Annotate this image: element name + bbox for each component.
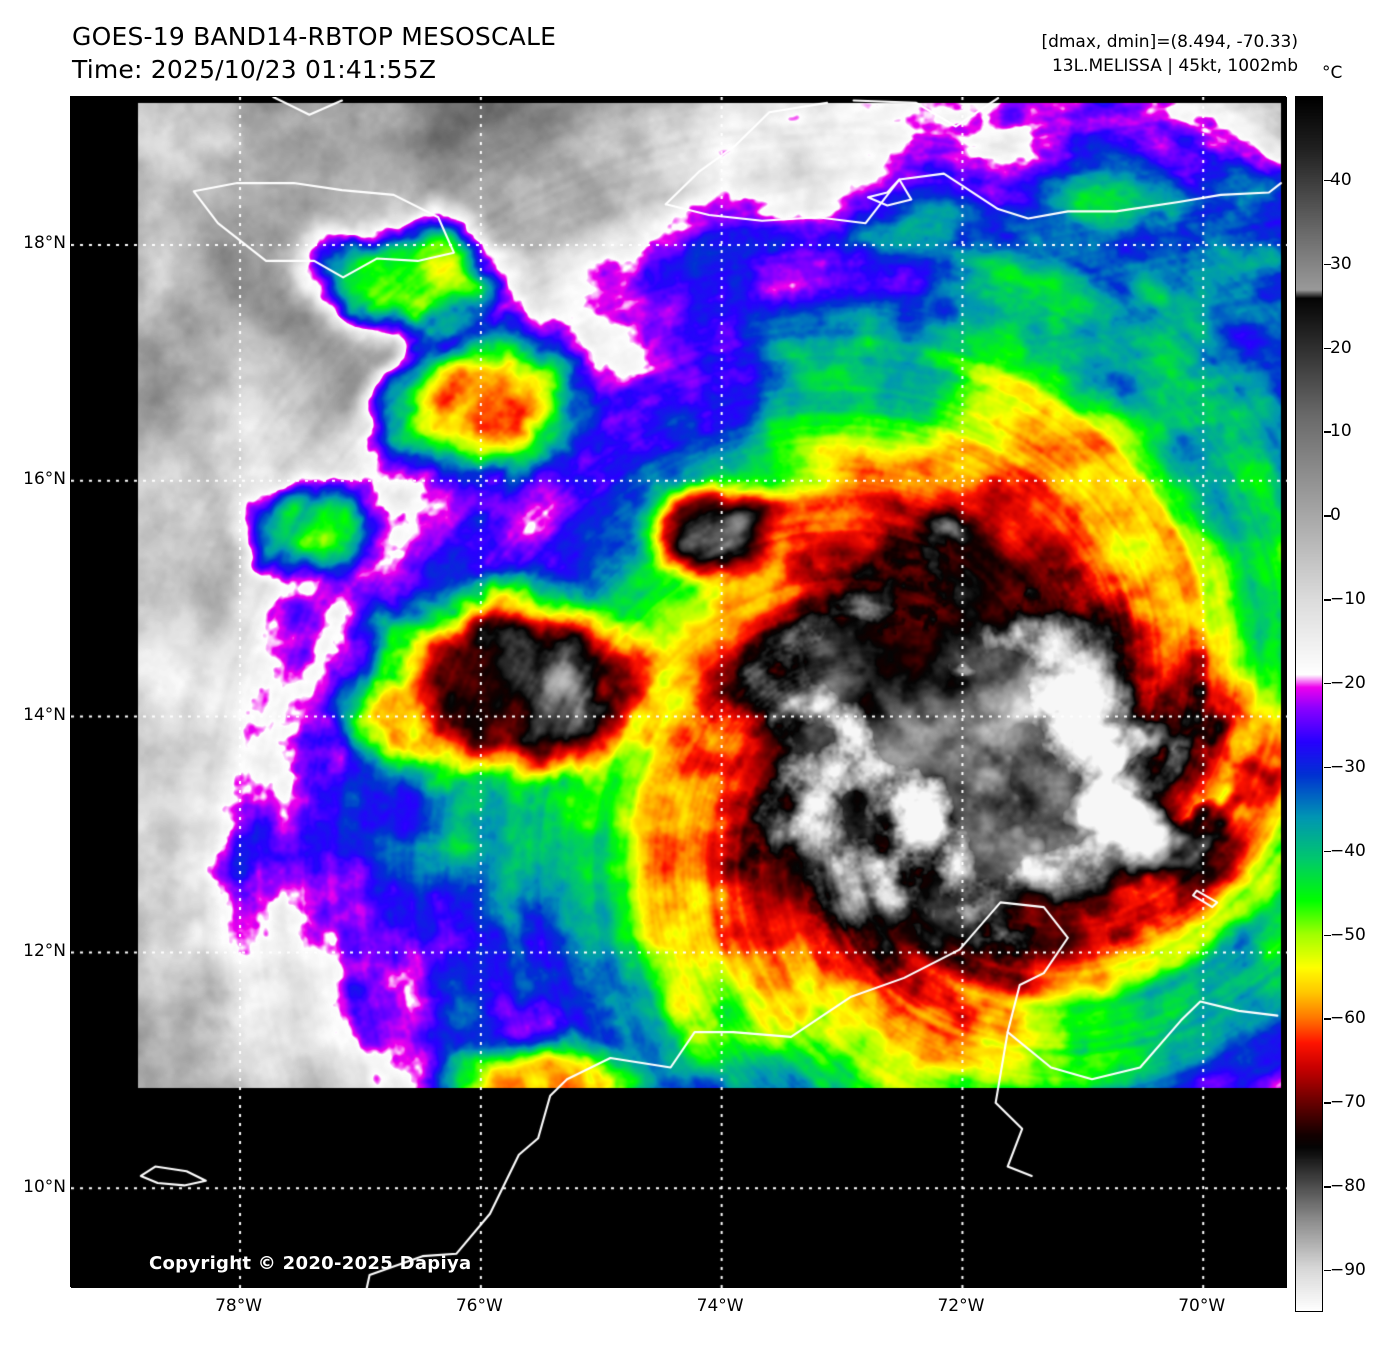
colorbar-tick-label-12: −80	[1330, 1176, 1366, 1197]
lat-tick-label-0: 18°N	[23, 233, 66, 254]
dmax-dmin-readout: [dmax, dmin]=(8.494, -70.33)	[1041, 32, 1298, 52]
lon-tick-label-2: 74°W	[696, 1296, 744, 1316]
colorbar-tick-6	[1324, 683, 1331, 685]
colorbar-tick-label-3: 10	[1330, 421, 1352, 442]
colorbar-tick-label-7: −30	[1330, 756, 1366, 777]
lon-tick-label-0: 78°W	[215, 1296, 263, 1316]
colorbar-tick-label-9: −50	[1330, 924, 1366, 945]
colorbar-tick-13	[1324, 1270, 1331, 1272]
storm-info-readout: 13L.MELISSA | 45kt, 1002mb	[1051, 56, 1298, 76]
colorbar-tick-11	[1324, 1102, 1331, 1104]
colorbar-tick-12	[1324, 1186, 1331, 1188]
colorbar-tick-5	[1324, 599, 1331, 601]
lon-tick-label-4: 70°W	[1178, 1296, 1226, 1316]
lat-tick-label-1: 16°N	[23, 469, 66, 490]
colorbar-tick-label-0: 40	[1330, 169, 1352, 190]
lat-tick-label-4: 10°N	[23, 1176, 66, 1197]
colorbar-tick-2	[1324, 347, 1331, 349]
lon-tick-label-1: 76°W	[455, 1296, 503, 1316]
colorbar-tick-0	[1324, 179, 1331, 182]
colorbar-tick-label-13: −90	[1330, 1260, 1366, 1281]
colorbar-tick-7	[1324, 766, 1331, 769]
colorbar-tick-label-8: −40	[1330, 840, 1366, 861]
colorbar-tick-label-6: −20	[1330, 673, 1366, 694]
colorbar-tick-label-10: −60	[1330, 1008, 1366, 1029]
colorbar-tick-label-1: 30	[1330, 253, 1352, 274]
colorbar-tick-1	[1324, 263, 1331, 266]
colorbar-tick-4	[1324, 515, 1331, 517]
coastline-layer	[71, 97, 1287, 1288]
copyright-notice: Copyright © 2020-2025 Dapiya	[149, 1253, 472, 1274]
colorbar-gradient	[1296, 97, 1322, 1311]
colorbar-tick-label-5: −10	[1330, 589, 1366, 610]
colorbar-tick-8	[1324, 850, 1331, 853]
colorbar-tick-label-11: −70	[1330, 1092, 1366, 1113]
colorbar-tick-label-2: 20	[1330, 337, 1352, 358]
colorbar-unit-label: °C	[1322, 63, 1343, 83]
colorbar-tick-10	[1324, 1018, 1331, 1020]
colorbar[interactable]	[1295, 96, 1323, 1312]
colorbar-tick-3	[1324, 431, 1331, 433]
colorbar-tick-label-4: 0	[1330, 505, 1341, 526]
product-title: GOES-19 BAND14-RBTOP MESOSCALE	[72, 22, 557, 51]
metadata-block: [dmax, dmin]=(8.494, -70.33) 13L.MELISSA…	[1041, 30, 1298, 78]
satellite-map[interactable]: Copyright © 2020-2025 Dapiya	[70, 96, 1287, 1288]
timestamp: Time: 2025/10/23 01:41:55Z	[72, 55, 437, 84]
page-title: GOES-19 BAND14-RBTOP MESOSCALE Time: 202…	[72, 20, 556, 86]
lat-tick-label-3: 12°N	[23, 940, 66, 961]
lon-tick-label-3: 72°W	[937, 1296, 985, 1316]
colorbar-tick-9	[1324, 934, 1331, 936]
lat-tick-label-2: 14°N	[23, 705, 66, 726]
